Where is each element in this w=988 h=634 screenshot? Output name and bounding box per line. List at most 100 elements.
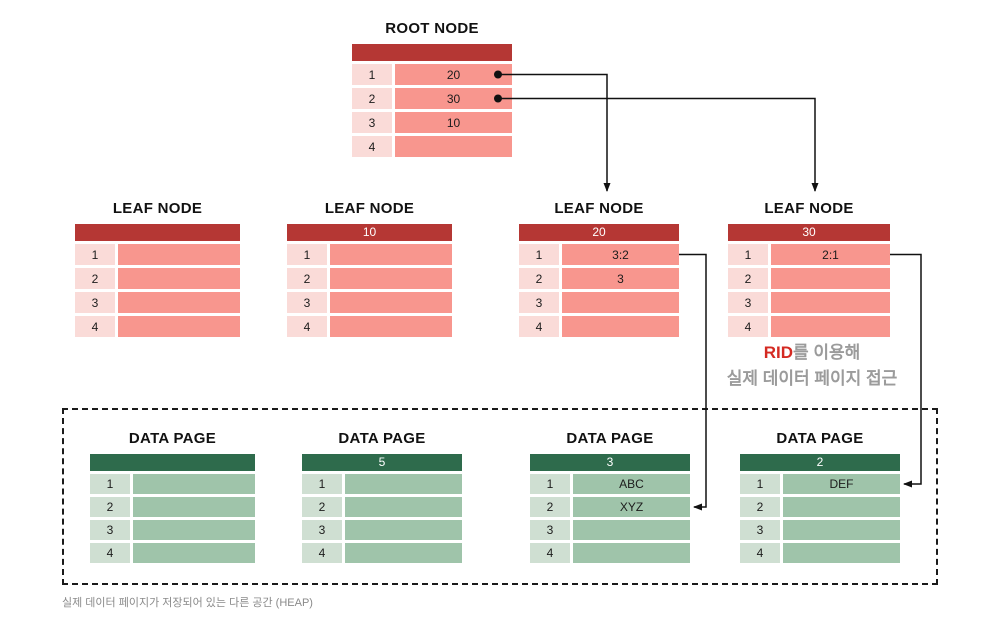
table-row: 1 3:2 — [519, 244, 679, 265]
row-number: 1 — [287, 244, 327, 265]
table-row: 1 20 — [352, 64, 512, 85]
table-row: 3 — [90, 520, 255, 540]
table-row: 1 — [90, 474, 255, 494]
table-row: 2 — [75, 268, 240, 289]
leaf-node-title: LEAF NODE — [554, 200, 644, 217]
row-number: 3 — [287, 292, 327, 313]
row-number: 4 — [728, 316, 768, 337]
table-row: 1 2:1 — [728, 244, 890, 265]
row-number: 1 — [90, 474, 130, 494]
table-row: 4 — [530, 543, 690, 563]
row-number: 1 — [740, 474, 780, 494]
row-value — [330, 316, 452, 337]
root-node-title: ROOT NODE — [385, 20, 479, 37]
row-value: DEF — [783, 474, 900, 494]
row-value — [783, 520, 900, 540]
row-number: 2 — [519, 268, 559, 289]
row-value — [133, 474, 255, 494]
data-page-1: DATA PAGE 1 2 3 4 — [90, 430, 255, 566]
rid-annotation-line1-rest: 를 이용해 — [792, 343, 861, 362]
leaf-node-title: LEAF NODE — [324, 200, 415, 217]
row-number: 4 — [90, 543, 130, 563]
leaf-node-header: 30 — [728, 224, 890, 241]
row-value — [330, 244, 452, 265]
data-page-header: 3 — [530, 454, 690, 471]
row-value — [330, 268, 452, 289]
row-value: 2:1 — [771, 244, 890, 265]
row-value — [783, 497, 900, 517]
row-value: 3 — [562, 268, 679, 289]
table-row: 2 — [302, 497, 462, 517]
row-number: 3 — [352, 112, 392, 133]
table-row: 2 — [90, 497, 255, 517]
row-number: 4 — [519, 316, 559, 337]
row-number: 4 — [75, 316, 115, 337]
table-row: 3 10 — [352, 112, 512, 133]
row-number: 2 — [75, 268, 115, 289]
row-number: 4 — [740, 543, 780, 563]
row-value — [771, 316, 890, 337]
row-value: ABC — [573, 474, 690, 494]
rid-annotation-line1: RID를 이용해 — [662, 340, 962, 366]
arrow-root-to-leaf-30 — [498, 97, 819, 192]
row-number: 2 — [740, 497, 780, 517]
row-value — [573, 543, 690, 563]
row-value — [118, 292, 240, 313]
row-number: 2 — [302, 497, 342, 517]
table-row: 3 — [302, 520, 462, 540]
leaf-node-header: 20 — [519, 224, 679, 241]
heap-caption: 실제 데이터 페이지가 저장되어 있는 다른 공간 (HEAP) — [62, 597, 313, 609]
row-number: 1 — [75, 244, 115, 265]
root-node-header — [352, 44, 512, 61]
data-page-title: DATA PAGE — [338, 430, 426, 447]
arrow-root-to-leaf-20 — [498, 73, 611, 192]
row-value — [771, 268, 890, 289]
row-number: 1 — [728, 244, 768, 265]
table-row: 4 — [728, 316, 890, 337]
row-number: 4 — [287, 316, 327, 337]
row-number: 3 — [530, 520, 570, 540]
row-number: 3 — [740, 520, 780, 540]
table-row: 2 — [287, 268, 452, 289]
table-row: 2 30 — [352, 88, 512, 109]
table-row: 2 3 — [519, 268, 679, 289]
table-row: 1 ABC — [530, 474, 690, 494]
row-value — [118, 268, 240, 289]
row-number: 4 — [302, 543, 342, 563]
table-row: 4 — [352, 136, 512, 157]
table-row: 3 — [287, 292, 452, 313]
table-row: 1 — [75, 244, 240, 265]
row-value — [118, 316, 240, 337]
row-value — [133, 543, 255, 563]
row-value — [133, 497, 255, 517]
row-number: 3 — [302, 520, 342, 540]
data-page-header: 5 — [302, 454, 462, 471]
row-value: 20 — [395, 64, 512, 85]
leaf-node-header: 10 — [287, 224, 452, 241]
row-number: 3 — [728, 292, 768, 313]
row-number: 2 — [530, 497, 570, 517]
row-number: 3 — [519, 292, 559, 313]
row-value — [771, 292, 890, 313]
data-page-title: DATA PAGE — [776, 430, 864, 447]
row-number: 2 — [352, 88, 392, 109]
data-page-title: DATA PAGE — [128, 430, 217, 447]
table-row: 3 — [530, 520, 690, 540]
table-row: 3 — [75, 292, 240, 313]
rid-annotation: RID를 이용해 실제 데이터 페이지 접근 — [662, 340, 962, 392]
table-row: 2 — [728, 268, 890, 289]
table-row: 3 — [519, 292, 679, 313]
row-value — [345, 497, 462, 517]
row-number: 4 — [352, 136, 392, 157]
row-value: 10 — [395, 112, 512, 133]
root-node: ROOT NODE 1 20 2 30 3 10 4 — [352, 20, 512, 160]
row-value — [118, 244, 240, 265]
rid-label: RID — [763, 343, 793, 362]
row-value — [783, 543, 900, 563]
table-row: 4 — [90, 543, 255, 563]
leaf-node-title: LEAF NODE — [764, 200, 854, 217]
row-value — [562, 292, 679, 313]
row-value — [573, 520, 690, 540]
row-number: 1 — [302, 474, 342, 494]
